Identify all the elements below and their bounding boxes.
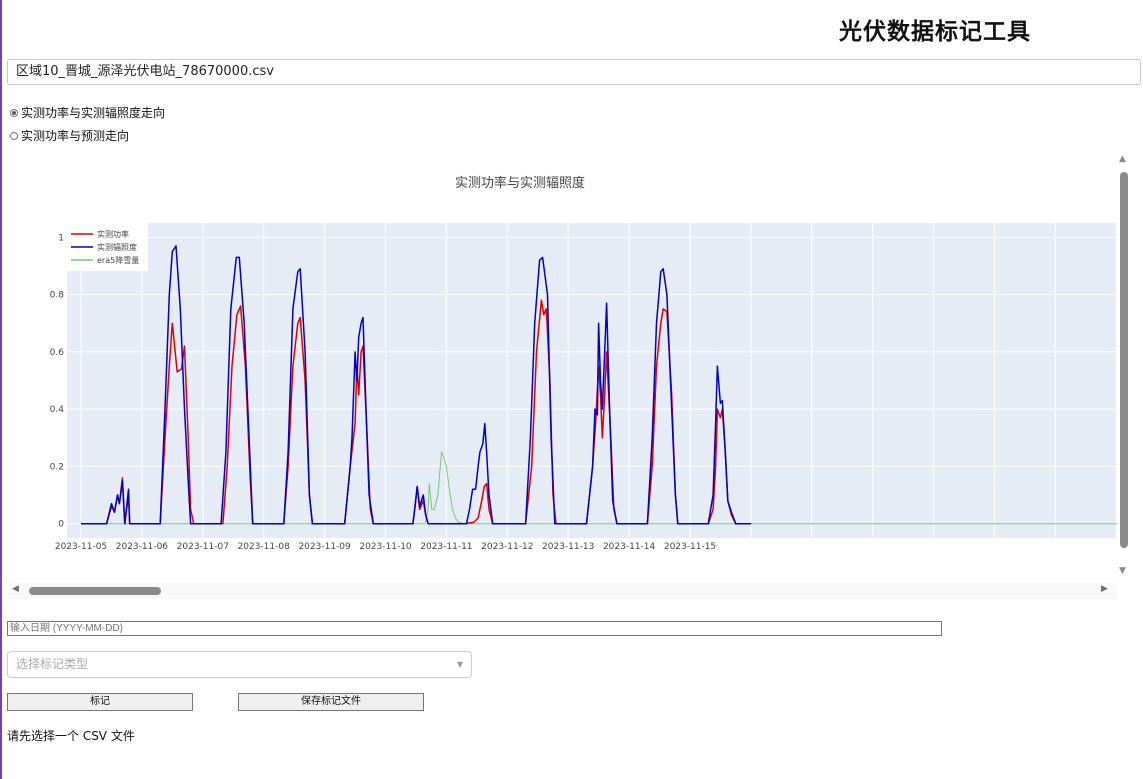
x-axis-ticks: 2023-11-05 2023-11-06 2023-11-07 2023-11-08… [55, 542, 716, 552]
scroll-left-arrow-icon[interactable]: ◀ [12, 584, 19, 594]
status-message: 请先选择一个 CSV 文件 [7, 729, 135, 743]
legend-label: 实测功率 [97, 229, 129, 239]
save-mark-file-button[interactable]: 保存标记文件 [238, 693, 424, 711]
radio-label-forecast: 实测功率与预测走向 [21, 129, 130, 143]
y-tick-label: 0 [58, 520, 64, 530]
x-tick-label: 2023-11-06 [116, 542, 169, 552]
vertical-scroll-thumb[interactable] [1120, 172, 1128, 548]
x-tick-label: 2023-11-13 [542, 542, 594, 552]
x-tick-label: 2023-11-15 [664, 542, 716, 552]
x-tick-label: 2023-11-07 [177, 542, 229, 552]
y-axis-ticks: 0 0.2 0.4 0.6 0.8 1 [50, 233, 65, 529]
chart-title: 实测功率与实测辐照度 [455, 175, 585, 191]
horizontal-scrollbar[interactable]: ◀ ▶ [7, 583, 1117, 599]
legend-label: era5降雪量 [97, 255, 139, 265]
power-irradiance-chart[interactable]: 2023-11-05 2023-11-06 2023-11-07 2023-11-08… [7, 150, 1117, 582]
x-tick-label: 2023-11-05 [55, 542, 107, 552]
y-tick-label: 0.2 [50, 462, 64, 472]
y-tick-label: 0.6 [50, 348, 65, 358]
scroll-down-arrow-icon[interactable]: ▼ [1119, 566, 1126, 576]
x-tick-label: 2023-11-12 [481, 542, 533, 552]
y-tick-label: 0.8 [50, 291, 65, 301]
radio-label-irradiance: 实测功率与实测辐照度走向 [21, 106, 166, 120]
file-select[interactable]: 区域10_晋城_源泽光伏电站_78670000.csv [7, 59, 1141, 85]
horizontal-scroll-thumb[interactable] [29, 587, 161, 595]
y-tick-label: 0.4 [50, 405, 65, 415]
app-title: 光伏数据标记工具 [839, 19, 1031, 45]
legend-label: 实测辐照度 [97, 242, 137, 252]
series-line-0 [81, 299, 751, 525]
series-line-1 [81, 245, 751, 525]
mark-button[interactable]: 标记 [7, 693, 193, 711]
chevron-down-icon[interactable]: ▼ [456, 660, 463, 669]
scroll-right-arrow-icon[interactable]: ▶ [1101, 584, 1108, 594]
radio-option-forecast[interactable]: 实测功率与预测走向 [10, 127, 129, 144]
chart-container: 2023-11-05 2023-11-06 2023-11-07 2023-11-08… [7, 150, 1133, 600]
y-tick-label: 1 [58, 233, 64, 243]
x-tick-label: 2023-11-08 [238, 542, 291, 552]
x-tick-label: 2023-11-11 [420, 542, 472, 552]
date-input[interactable] [7, 621, 942, 636]
mark-type-placeholder: 选择标记类型 [16, 657, 89, 671]
x-tick-label: 2023-11-09 [298, 542, 351, 552]
radio-option-irradiance[interactable]: 实测功率与实测辐照度走向 [10, 104, 165, 121]
x-tick-label: 2023-11-10 [359, 542, 412, 552]
series-line-2 [81, 451, 1117, 525]
scroll-up-arrow-icon[interactable]: ▲ [1119, 154, 1126, 164]
radio-selected-icon[interactable] [10, 108, 18, 117]
x-tick-label: 2023-11-14 [603, 542, 656, 552]
radio-unselected-icon[interactable] [10, 131, 18, 140]
vertical-scrollbar[interactable]: ▲ ▼ [1116, 150, 1132, 580]
mark-type-select[interactable]: 选择标记类型 ▼ [7, 651, 472, 678]
series-lines [81, 245, 1117, 525]
window-left-border [0, 0, 2, 779]
plot-area [67, 223, 1117, 538]
